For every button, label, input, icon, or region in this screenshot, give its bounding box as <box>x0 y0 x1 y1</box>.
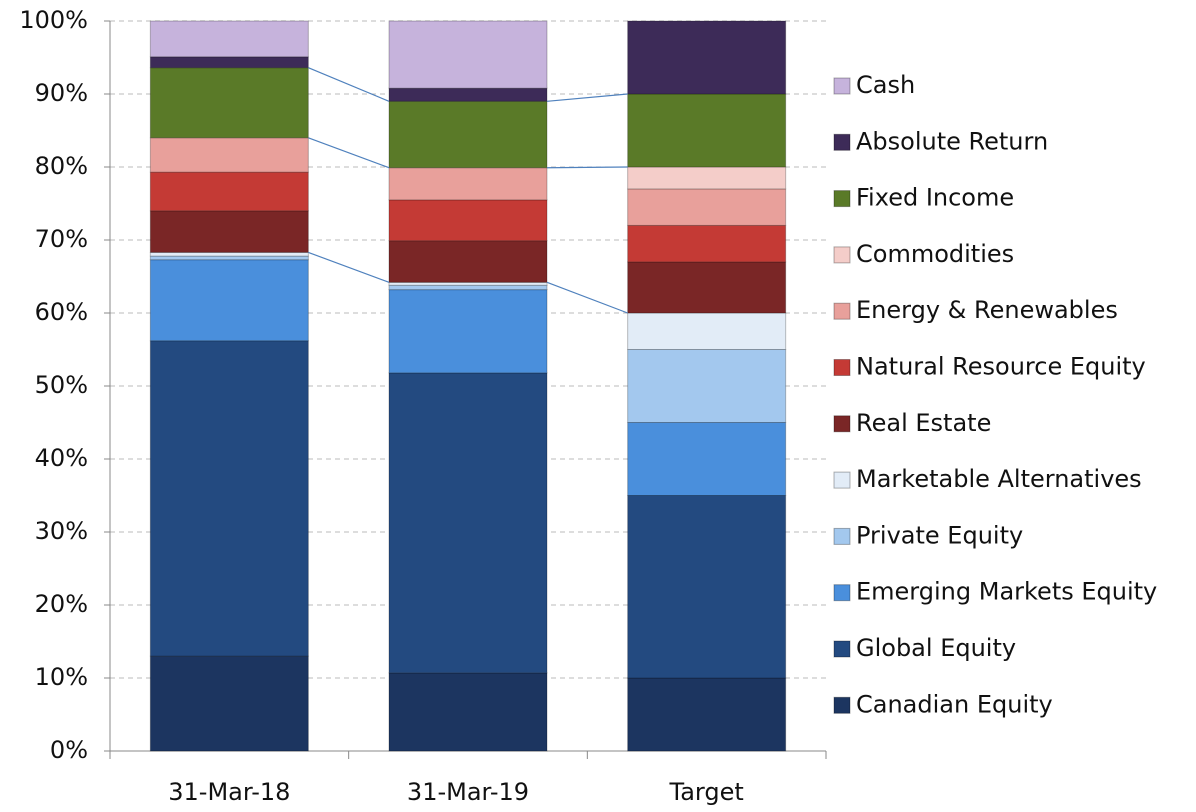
y-tick-label: 10% <box>35 663 88 691</box>
legend-label: Private Equity <box>856 521 1023 549</box>
bar-segment <box>627 166 787 190</box>
bar-segment <box>149 255 309 261</box>
y-tick-label: 90% <box>35 79 88 107</box>
legend-label: Energy & Renewables <box>856 296 1118 324</box>
bar-segment <box>149 20 309 58</box>
bar-segment <box>388 199 548 242</box>
legend-swatch <box>833 640 851 658</box>
legend-swatch <box>833 359 851 376</box>
y-tick-label: 60% <box>35 298 88 326</box>
legend-swatch <box>833 190 851 208</box>
bar-segment <box>627 495 787 679</box>
y-tick-label: 20% <box>35 590 88 618</box>
legend-label: Natural Resource Equity <box>856 353 1146 381</box>
series-line <box>308 137 390 169</box>
bar-segment <box>149 210 309 253</box>
y-tick-label: 50% <box>35 371 88 399</box>
legend-label: Canadian Equity <box>856 690 1053 718</box>
bar-segment <box>388 87 548 102</box>
legend-swatch <box>833 77 851 95</box>
series-line <box>308 67 390 102</box>
legend-swatch <box>833 584 851 602</box>
legend-swatch <box>833 133 851 151</box>
bar-segment <box>388 20 548 89</box>
legend-label: Real Estate <box>856 409 991 437</box>
x-tick-label: Target <box>669 778 744 806</box>
legend-label: Commodities <box>856 240 1014 268</box>
series-line <box>546 166 628 169</box>
x-tick-label: 31-Mar-19 <box>407 778 529 806</box>
y-tick-label: 30% <box>35 517 88 545</box>
series-line <box>546 281 628 314</box>
bar-segment <box>388 240 548 283</box>
legend-label: Cash <box>856 71 915 99</box>
legend-label: Marketable Alternatives <box>856 465 1142 493</box>
legend-swatch <box>833 246 851 264</box>
legend-swatch <box>833 302 851 320</box>
bar-segment <box>627 261 787 314</box>
bar-segment <box>388 289 548 374</box>
bar-segment <box>627 312 787 350</box>
series-line <box>546 93 628 102</box>
legend-label: Absolute Return <box>856 127 1048 155</box>
legend-label: Global Equity <box>856 634 1016 662</box>
bar-segment <box>627 677 787 752</box>
y-tick-label: 80% <box>35 152 88 180</box>
legend-swatch <box>833 527 851 545</box>
bar-segment <box>149 655 309 752</box>
bar-segment <box>149 340 309 657</box>
bar-segment <box>388 672 548 752</box>
bar-segment <box>149 259 309 342</box>
bar-segment <box>627 93 787 168</box>
bar-segment <box>149 251 309 257</box>
y-tick-label: 0% <box>50 736 88 764</box>
bar-segment <box>149 67 309 139</box>
x-tick-label: 31-Mar-18 <box>168 778 290 806</box>
bar-segment <box>388 100 548 169</box>
bar-segment <box>388 372 548 674</box>
bar-segment <box>149 56 309 69</box>
y-tick-label: 100% <box>19 6 88 34</box>
bar-segment <box>627 224 787 263</box>
y-tick-label: 40% <box>35 444 88 472</box>
legend-swatch <box>833 415 851 433</box>
bar-segment <box>627 20 787 95</box>
bar-segment <box>627 422 787 496</box>
legend-label: Emerging Markets Equity <box>856 578 1157 606</box>
y-tick-label: 70% <box>35 225 88 253</box>
bar-segment <box>388 284 548 291</box>
bar-segment <box>149 171 309 212</box>
series-line <box>308 251 390 283</box>
legend-swatch <box>833 696 851 714</box>
bar-segment <box>627 188 787 226</box>
bar-segment <box>149 137 309 173</box>
bar-segment <box>388 167 548 201</box>
bar-segment <box>627 349 787 423</box>
legend-swatch <box>833 471 851 489</box>
legend-label: Fixed Income <box>856 184 1014 212</box>
